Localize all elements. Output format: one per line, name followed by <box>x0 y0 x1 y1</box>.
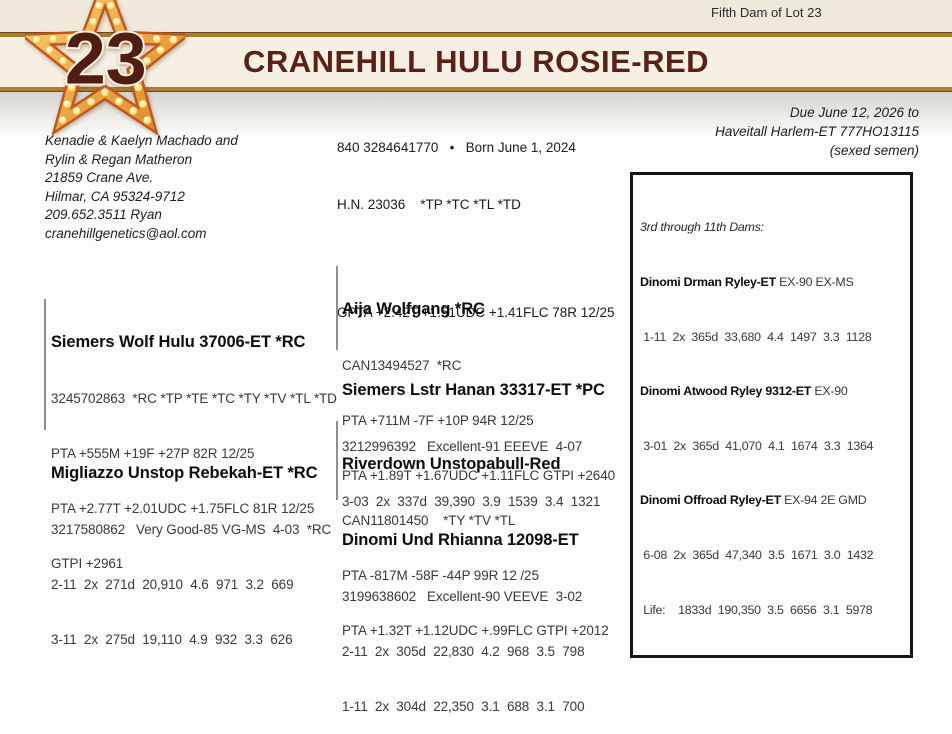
dam-entry-bold: Dinomi Drman Ryley-ET <box>640 275 776 290</box>
dam-sire-pta-line: PTA -817M -58F -44P 99R 12 /25 <box>342 568 539 583</box>
gpta-line: GPTA +2.42T +1.51UDC +1.41FLC 78R 12/25 <box>337 305 615 320</box>
pedigree-bracket-sire <box>336 266 338 350</box>
lot-number: 23 <box>65 17 147 100</box>
dam-dam-block: Dinomi Und Rhianna 12098-ET 3199638602 E… <box>342 494 585 734</box>
sire-pta-line: PTA +555M +19F +27P 82R 12/25 <box>51 446 255 461</box>
band-drop-shadow <box>0 91 952 137</box>
dam-dam-record-line: 1-11 2x 304d 22,350 3.1 688 3.1 700 <box>342 699 585 714</box>
sire-sire-block: Aija Wolfgang *RC CAN13494527 *RC PTA +7… <box>342 263 615 503</box>
dam-dam-record-line: 2-11 2x 305d 22,830 4.2 968 3.5 798 <box>342 644 585 659</box>
sire-dam-reg-line: 3212996392 Excellent-91 EEEVE 4-07 <box>342 439 583 454</box>
marquee-star-icon: 23 <box>18 0 192 136</box>
dam-reg-line: 3217580862 Very Good-85 VG-MS 4-03 *RC <box>51 522 332 537</box>
consignor-line: Kenadie & Kaelyn Machado and <box>45 133 238 148</box>
sire-name: Siemers Wolf Hulu 37006-ET *RC <box>51 333 306 351</box>
registration-and-birthdate: 840 3284641770 • Born June 1, 2024 <box>337 140 576 155</box>
sire-sire-reg-line: CAN13494527 *RC <box>342 358 462 373</box>
sire-sire-pta-line: PTA +1.89T +1.67UDC +1.11FLC GTPI +2640 <box>342 468 616 483</box>
dam-sire-block: Riverdown Unstopabull-Red CAN11801450 *T… <box>342 418 609 658</box>
lifetime-record: Life: 1833d 190,350 3.5 6656 3.1 5978 <box>640 602 873 617</box>
page-top-paper <box>0 0 952 33</box>
sire-reg-line: 3245702863 *RC *TP *TE *TC *TY *TV *TL *… <box>51 391 337 406</box>
sire-dam-name: Siemers Lstr Hanan 33317-ET *PC <box>342 381 605 399</box>
animal-id-block: 840 3284641770 • Born June 1, 2024 H.N. … <box>337 100 615 341</box>
dam-entry-score: EX-90 EX-MS <box>775 275 854 290</box>
dam-entry-bold: Dinomi Offroad Ryley-ET <box>640 493 781 508</box>
sire-sire-name: Aija Wolfgang *RC <box>342 300 485 318</box>
sire-pta-line: PTA +2.77T +2.01UDC +1.75FLC 81R 12/25 <box>51 501 315 516</box>
due-date-block: Due June 12, 2026 to Haveitall Harlem-ET… <box>715 103 919 160</box>
consignor-line: Rylin & Regan Matheron <box>45 151 193 167</box>
semen-type-line: (sexed semen) <box>829 143 919 158</box>
sire-dam-record-line: 3-03 2x 337d 39,390 3.9 1539 3.4 1321 <box>342 494 601 509</box>
page-title: CRANEHILL HULU ROSIE-RED <box>242 44 710 79</box>
lot-number-star: 23 <box>18 0 192 142</box>
pedigree-bracket-left <box>44 299 46 430</box>
herd-number-line: H.N. 23036 *TP *TC *TL *TD <box>337 197 521 212</box>
dam-entry-score: EX-94 2E GMD <box>780 493 867 508</box>
dam-entry-bold: Dinomi Atwood Ryley 9312-ET <box>640 384 812 399</box>
dam-record-line: 2-11 2x 271d 20,910 4.6 971 3.2 669 <box>51 577 294 592</box>
lactation-record: 6-08 2x 365d 47,340 3.5 1671 3.0 1432 <box>640 548 874 563</box>
sire-dam-block: Siemers Lstr Hanan 33317-ET *PC 32129963… <box>342 344 605 529</box>
dam-entry-score: EX-90 <box>811 384 848 399</box>
lactation-record: 3-01 2x 365d 41,070 4.1 1674 3.3 1364 <box>640 438 874 453</box>
consignor-block: Kenadie & Kaelyn Machado and Rylin & Reg… <box>45 132 238 244</box>
consignor-line: 21859 Crane Ave. <box>45 170 154 186</box>
dam-entry-name: Dinomi Drman Ryley-ET EX-90 EX-MS <box>640 273 907 291</box>
show-award-note: •1st 4 Yr Old, Best B&O, Best Uddered, <box>640 655 907 658</box>
dam-sire-reg-line: CAN11801450 *TY *TV *TL <box>342 513 516 528</box>
consignor-email: cranehillgenetics@aol.com <box>45 225 207 241</box>
dam-sire-pta-line: PTA +1.32T +1.12UDC +.99FLC GTPI +2012 <box>342 623 609 638</box>
dam-record-line: 3-11 2x 275d 19,110 4.9 932 3.3 626 <box>51 632 293 647</box>
sire-sire-pta-line: PTA +711M -7F +10P 94R 12/25 <box>342 413 534 428</box>
pedigree-bracket-dam <box>336 421 338 500</box>
dam-dam-name: Dinomi Und Rhianna 12098-ET <box>342 531 579 549</box>
dam-block: Migliazzo Unstop Rebekah-ET *RC 32175808… <box>51 427 331 667</box>
sire-block: Siemers Wolf Hulu 37006-ET *RC 324570286… <box>51 296 337 591</box>
sire-gtpi-line: GTPI +2961 <box>51 556 124 571</box>
dam-dam-reg-line: 3199638602 Excellent-90 VEEVE 3-02 <box>342 589 583 604</box>
due-date-line: Due June 12, 2026 to <box>789 105 919 120</box>
lactation-record: 1-11 2x 365d 33,680 4.4 1497 3.3 1128 <box>640 329 872 344</box>
consignor-phone: 209.652.3511 Ryan <box>45 207 162 223</box>
dam-entry-name: Dinomi Offroad Ryley-ET EX-94 2E GMD <box>640 491 907 509</box>
dam-entry-name: Dinomi Atwood Ryley 9312-ET EX-90 <box>640 382 907 400</box>
dam-sire-name: Riverdown Unstopabull-Red <box>342 455 561 473</box>
extended-dams-box: 3rd through 11th Dams: Dinomi Drman Ryle… <box>630 172 913 658</box>
dam-name: Migliazzo Unstop Rebekah-ET *RC <box>51 464 318 482</box>
top-reference-note: Fifth Dam of Lot 23 <box>711 5 822 20</box>
service-sire-line: Haveitall Harlem-ET 777HO13115 <box>715 124 919 139</box>
dams-box-heading: 3rd through 11th Dams: <box>640 220 764 235</box>
consignor-line: Hilmar, CA 95324-9712 <box>45 188 185 204</box>
